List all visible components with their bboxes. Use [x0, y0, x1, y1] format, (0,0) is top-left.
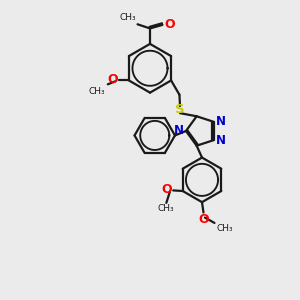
Text: O: O — [107, 74, 118, 86]
Text: CH₃: CH₃ — [120, 14, 136, 22]
Text: O: O — [199, 213, 209, 226]
Text: N: N — [174, 124, 184, 136]
Text: N: N — [216, 115, 226, 128]
Text: CH₃: CH₃ — [216, 224, 233, 233]
Text: O: O — [165, 18, 175, 32]
Text: O: O — [162, 183, 172, 196]
Text: CH₃: CH₃ — [158, 204, 174, 213]
Text: N: N — [216, 134, 226, 148]
Text: CH₃: CH₃ — [88, 87, 105, 96]
Text: S: S — [175, 103, 185, 116]
